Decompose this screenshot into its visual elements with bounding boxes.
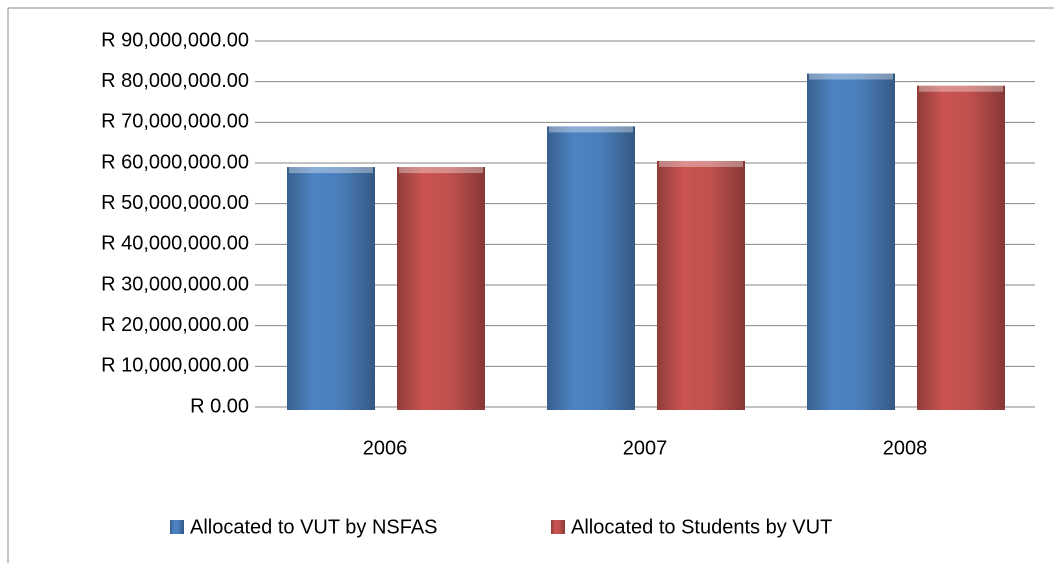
bar [287, 167, 375, 410]
y-tick-label: R 90,000,000.00 [101, 29, 249, 51]
bar [657, 160, 745, 410]
y-tick-label: R 20,000,000.00 [101, 314, 249, 336]
bar-highlight [399, 167, 483, 174]
y-tick-label: R 80,000,000.00 [101, 70, 249, 92]
y-tick-label: R 0.00 [190, 395, 249, 417]
bar-highlight [919, 85, 1003, 92]
y-tick-label: R 50,000,000.00 [101, 192, 249, 214]
y-tick-label: R 70,000,000.00 [101, 111, 249, 133]
legend-label: Allocated to Students by VUT [571, 516, 832, 538]
x-tick-label: 2008 [883, 437, 928, 459]
y-tick-label: R 40,000,000.00 [101, 233, 249, 255]
bar-highlight [809, 73, 893, 80]
x-tick-label: 2006 [363, 437, 408, 459]
legend-label: Allocated to VUT by NSFAS [190, 516, 438, 538]
x-tick-label: 2007 [623, 437, 668, 459]
bar-highlight [659, 160, 743, 167]
y-tick-label: R 30,000,000.00 [101, 273, 249, 295]
bar [547, 126, 635, 411]
bar-highlight [289, 167, 373, 174]
y-tick-label: R 10,000,000.00 [101, 355, 249, 377]
y-tick-label: R 60,000,000.00 [101, 151, 249, 173]
legend-swatch [551, 520, 565, 534]
bar-highlight [549, 126, 633, 133]
bar [917, 85, 1005, 410]
legend-swatch [170, 520, 184, 534]
bar [807, 73, 895, 411]
bar [397, 167, 485, 410]
